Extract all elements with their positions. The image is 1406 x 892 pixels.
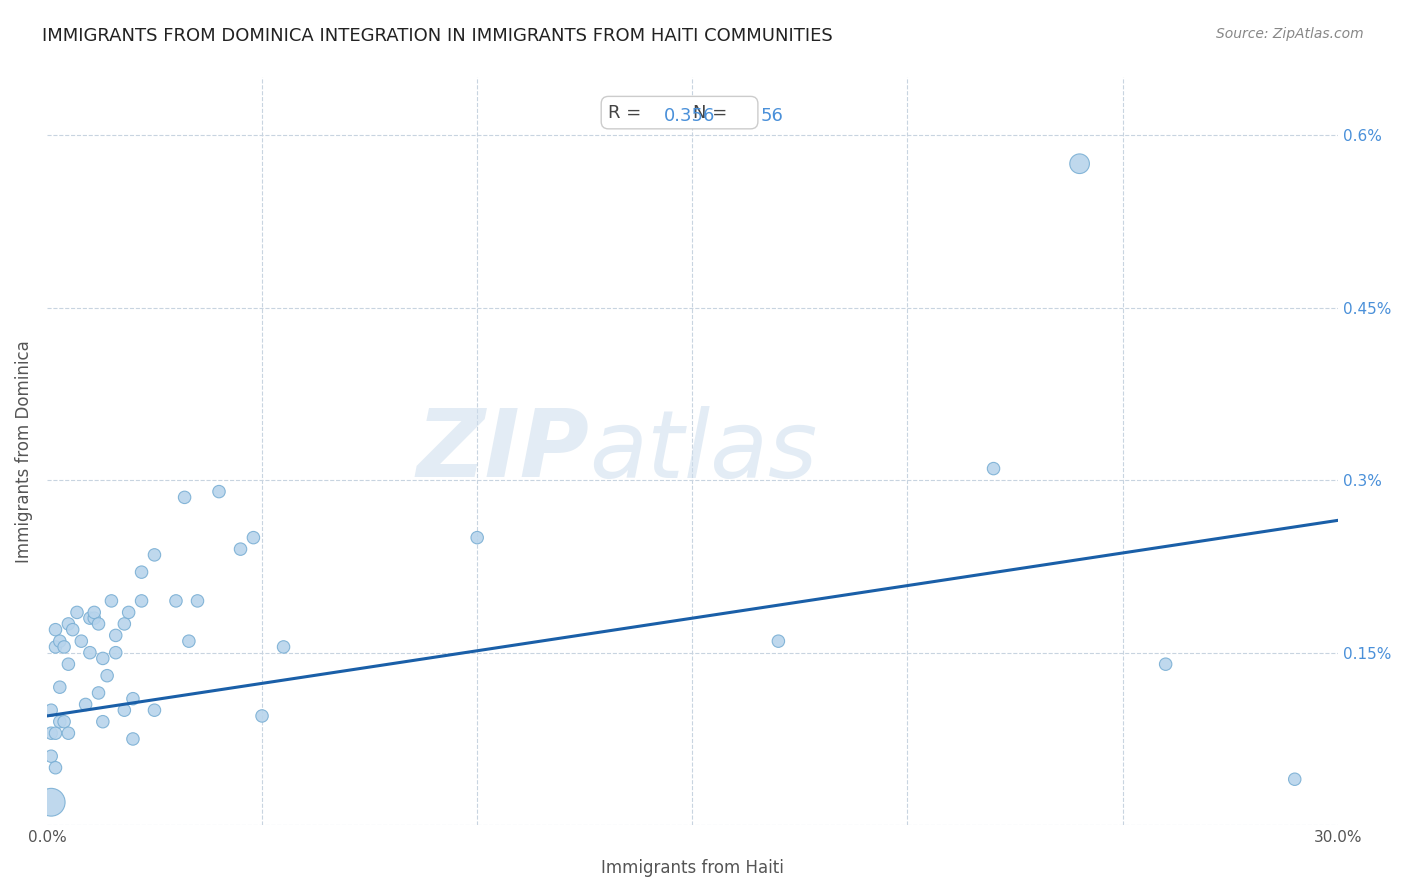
Point: [91, 651, 114, 665]
Point: [49, 634, 72, 648]
Point: [79, 646, 101, 660]
Text: IMMIGRANTS FROM DOMINICA INTEGRATION IN IMMIGRANTS FROM HAITI COMMUNITIES: IMMIGRANTS FROM DOMINICA INTEGRATION IN …: [42, 27, 832, 45]
Point: [66, 606, 89, 620]
Point: [87, 616, 110, 631]
Point: [53, 714, 76, 729]
Point: [49, 714, 72, 729]
Point: [70, 634, 93, 648]
Point: [122, 691, 145, 706]
Point: [44, 623, 66, 637]
Point: [1069, 157, 1091, 171]
Text: 0.356: 0.356: [664, 107, 716, 126]
Point: [177, 634, 200, 648]
Text: 56: 56: [761, 107, 783, 126]
Point: [1154, 657, 1177, 672]
Text: ZIP: ZIP: [416, 405, 589, 498]
Point: [79, 611, 101, 625]
Point: [87, 686, 110, 700]
Point: [117, 606, 139, 620]
Point: [91, 714, 114, 729]
Point: [165, 594, 187, 608]
Point: [250, 709, 273, 723]
Point: [104, 628, 127, 642]
Point: [58, 726, 80, 740]
Point: [83, 606, 105, 620]
Point: [143, 703, 166, 717]
Point: [229, 542, 252, 557]
Point: [208, 484, 231, 499]
Point: [465, 531, 488, 545]
Point: [242, 531, 264, 545]
Point: [53, 640, 76, 654]
Point: [983, 461, 1005, 475]
Point: [143, 548, 166, 562]
Point: [58, 657, 80, 672]
Point: [122, 731, 145, 746]
Point: [131, 594, 153, 608]
Point: [768, 634, 790, 648]
Point: [83, 611, 105, 625]
Point: [39, 795, 62, 809]
Point: [112, 616, 135, 631]
Point: [1284, 772, 1306, 787]
Point: [186, 594, 208, 608]
Point: [104, 646, 127, 660]
Point: [173, 491, 195, 505]
Text: R =         N =: R = N =: [609, 103, 751, 121]
Point: [131, 565, 153, 579]
Y-axis label: Immigrants from Dominica: Immigrants from Dominica: [15, 340, 32, 563]
Point: [58, 616, 80, 631]
Point: [273, 640, 295, 654]
Text: atlas: atlas: [589, 406, 817, 497]
X-axis label: Immigrants from Haiti: Immigrants from Haiti: [600, 859, 783, 877]
Point: [96, 668, 118, 682]
Text: Source: ZipAtlas.com: Source: ZipAtlas.com: [1216, 27, 1364, 41]
Point: [39, 726, 62, 740]
Point: [49, 680, 72, 694]
Point: [100, 594, 122, 608]
Point: [44, 640, 66, 654]
Point: [112, 703, 135, 717]
Point: [39, 703, 62, 717]
Point: [39, 749, 62, 764]
Point: [44, 726, 66, 740]
Point: [75, 698, 97, 712]
Point: [62, 623, 84, 637]
Point: [44, 761, 66, 775]
